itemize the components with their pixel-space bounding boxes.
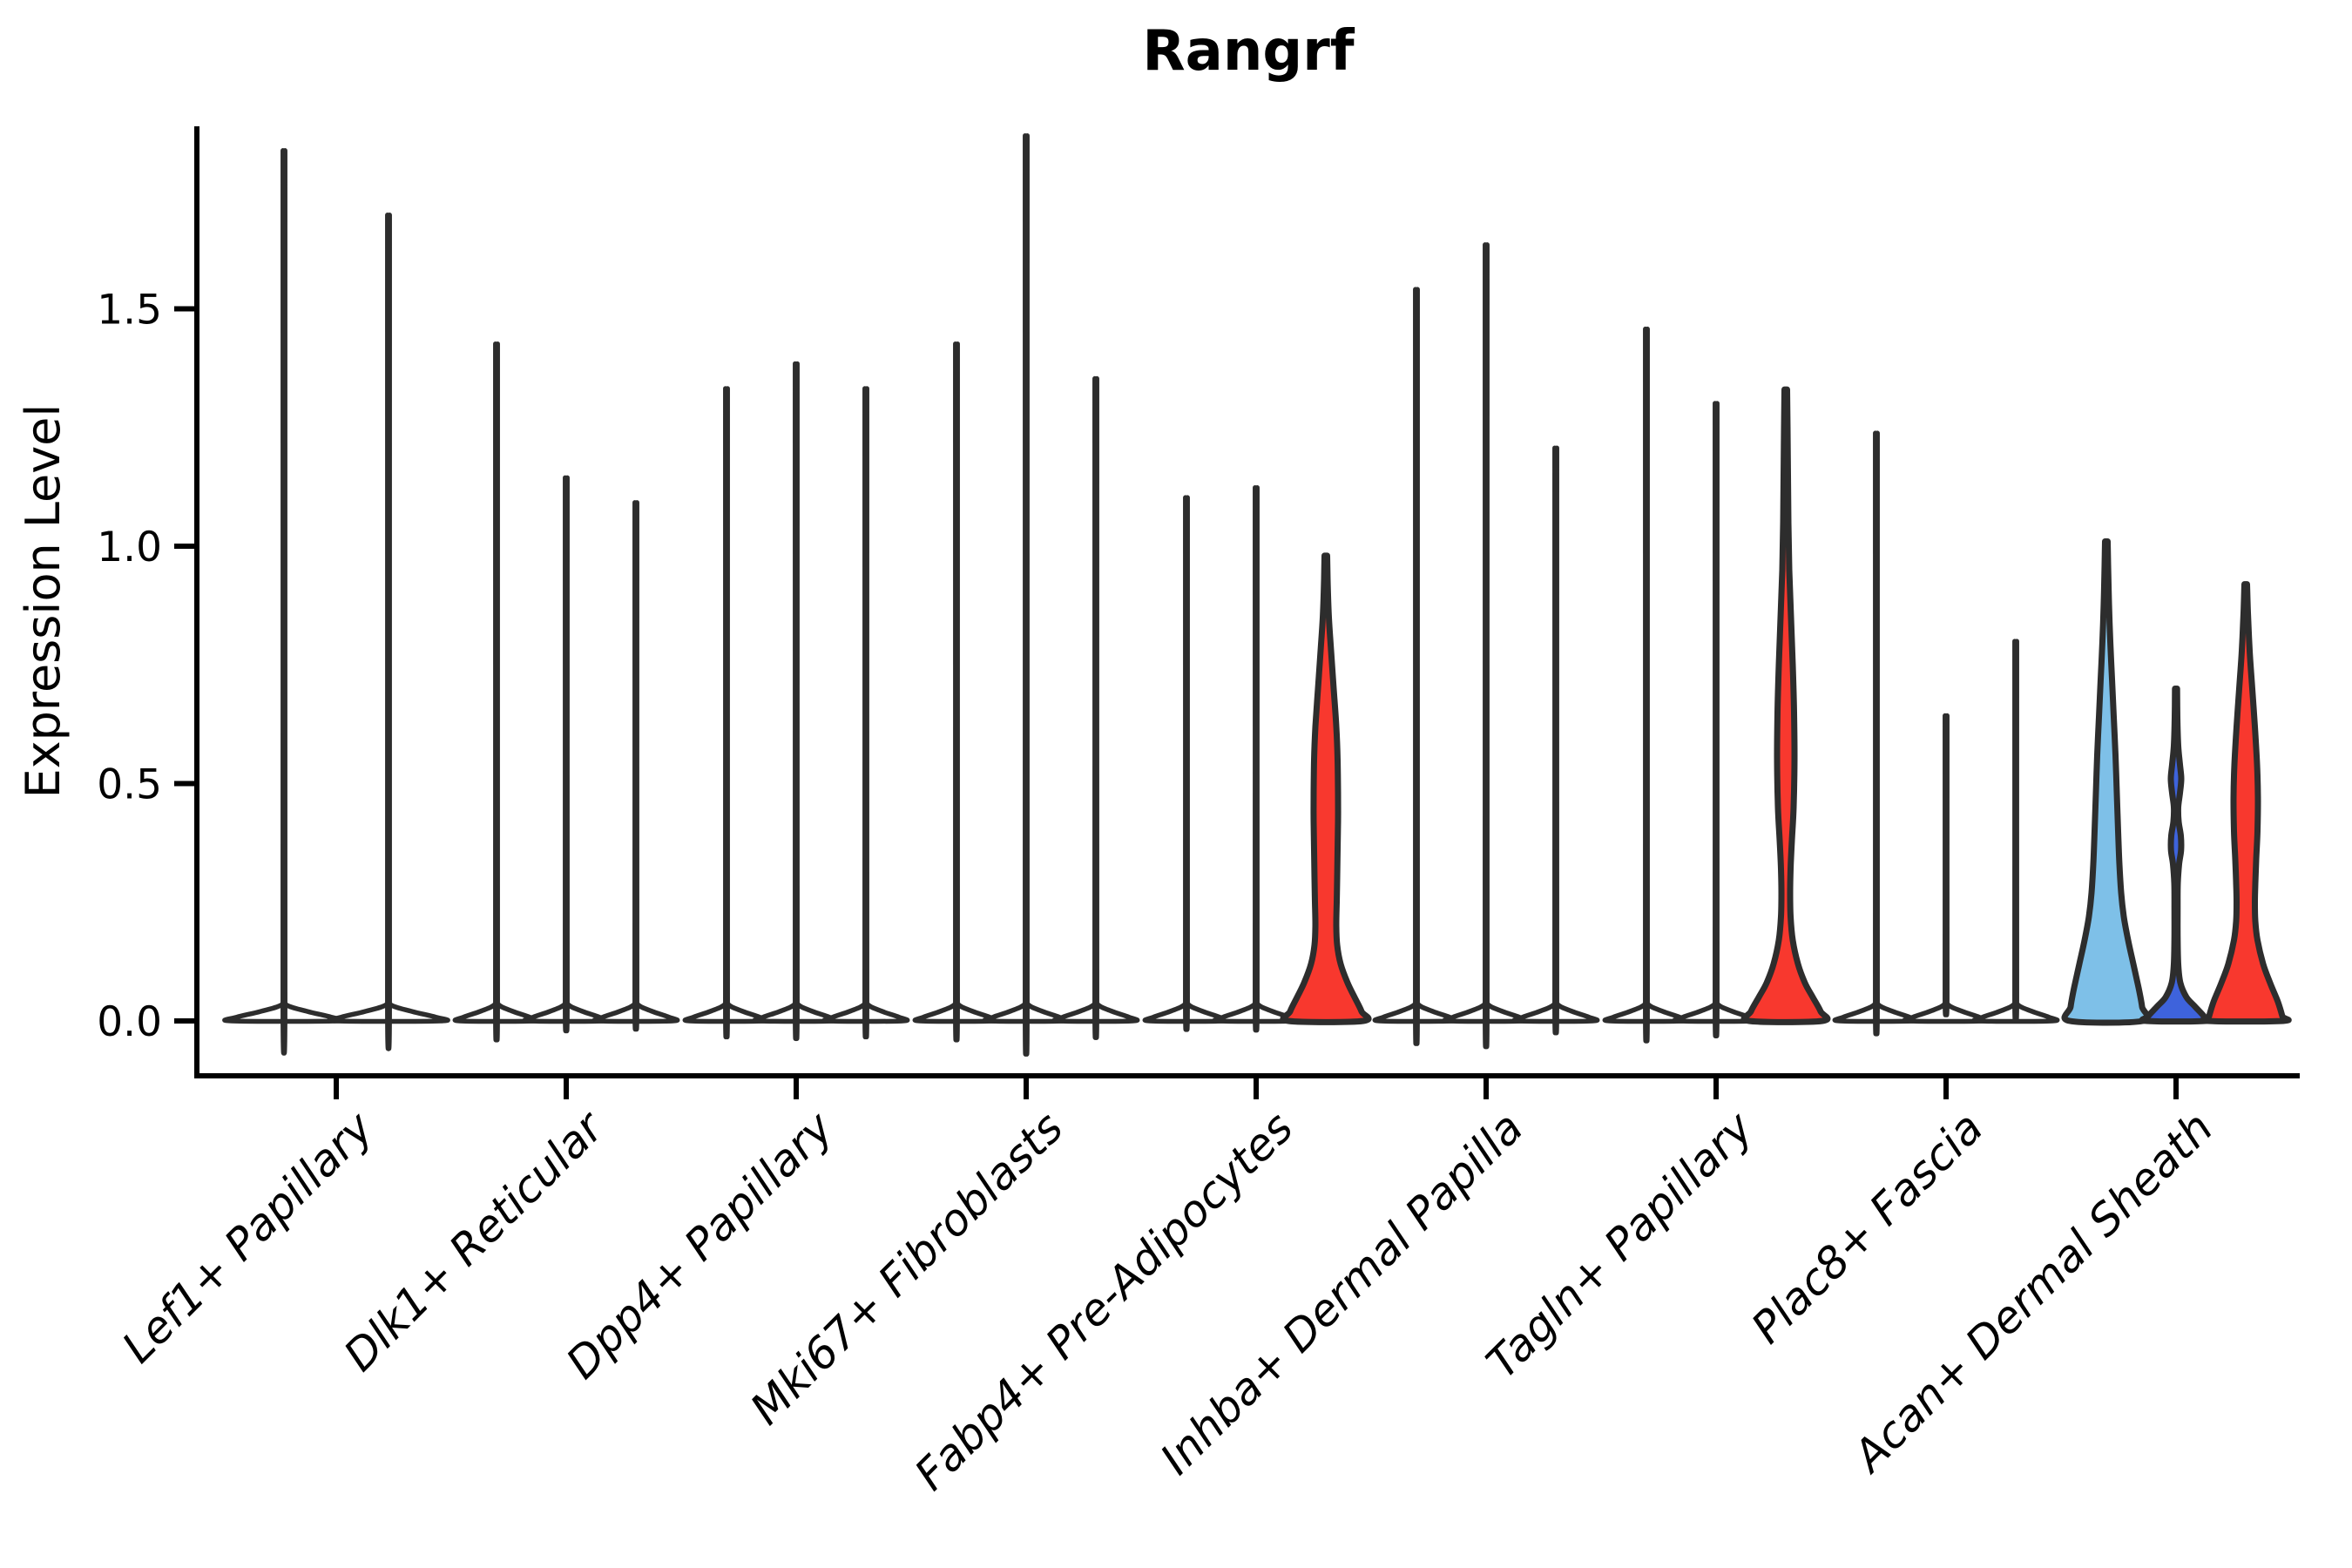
y-tick-label: 0.0 <box>97 998 162 1046</box>
violin-4-3-white <box>1051 375 1140 1040</box>
violin-2-1-white <box>452 341 541 1043</box>
violin-1-1-white <box>222 148 346 1056</box>
violin-5-3-red <box>1280 552 1372 1025</box>
violin-8-1-white <box>1832 430 1921 1037</box>
plot-title: Rangrf <box>1142 19 1355 84</box>
y-tick-label: 1.0 <box>97 524 162 571</box>
violin-6-2-white <box>1442 242 1531 1050</box>
violin-9-3-red <box>2200 581 2292 1025</box>
violin-3-3-white <box>821 386 910 1039</box>
x-tick-label-8: Plac8+ Fascia <box>1742 1102 1993 1353</box>
x-tick-label-5: Fabp4+ Pre-Adipocytes <box>905 1102 1303 1500</box>
violin-4-1-white <box>912 341 1001 1043</box>
violin-5-2-white <box>1212 485 1301 1033</box>
x-tick-label-6: Inhba+ Dermal Papilla <box>1151 1102 1532 1484</box>
violin-4-2-white <box>982 133 1071 1057</box>
violin-2-2-white <box>522 475 611 1034</box>
violin-6-3-white <box>1511 445 1600 1036</box>
y-tick-label: 0.5 <box>97 761 162 809</box>
x-tick-label-1: Lef1+ Papillary <box>112 1101 383 1372</box>
violin-9-1-skyblue <box>2061 538 2152 1026</box>
y-tick-label: 1.5 <box>97 287 162 335</box>
violin-3-1-white <box>682 386 771 1039</box>
violin-7-2-white <box>1672 401 1761 1038</box>
violin-2-3-white <box>591 500 680 1032</box>
violin-9-2-royalblue <box>2139 686 2213 1025</box>
violin-1-2-white <box>327 213 450 1051</box>
violin-8-2-white <box>1902 713 1990 1024</box>
violin-8-3-white <box>1971 639 2060 1024</box>
violin-5-1-white <box>1142 495 1231 1032</box>
violin-3-2-white <box>752 361 841 1041</box>
violin-7-1-white <box>1602 326 1691 1044</box>
violin-7-3-red <box>1740 386 1831 1025</box>
violin-6-1-white <box>1372 287 1461 1046</box>
